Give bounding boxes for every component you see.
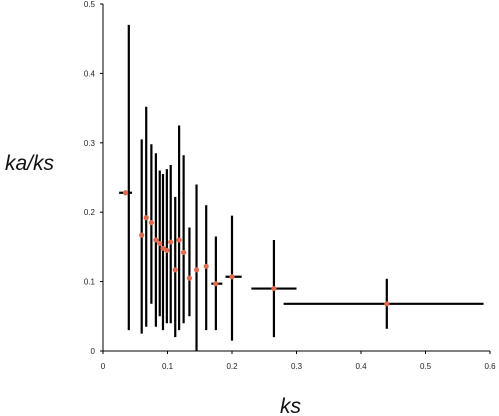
data-point xyxy=(186,275,193,281)
error-bars xyxy=(119,24,484,351)
data-point xyxy=(157,240,163,247)
axes xyxy=(102,4,490,352)
data-point xyxy=(153,237,159,243)
data-point xyxy=(193,267,200,273)
data-point xyxy=(384,301,390,307)
data-points xyxy=(122,190,390,307)
x-tick-label: 0.2 xyxy=(226,362,238,371)
x-tick-label: 0.4 xyxy=(355,362,367,371)
data-point xyxy=(143,215,149,221)
y-tick-label: 0 xyxy=(91,347,96,356)
x-tick-label: 0.5 xyxy=(420,362,432,371)
data-point xyxy=(181,249,187,256)
data-point xyxy=(172,267,178,273)
data-point xyxy=(164,247,170,253)
data-point xyxy=(139,232,145,238)
x-tick-label: 0.3 xyxy=(291,362,303,371)
data-point xyxy=(271,285,277,292)
y-tick-label: 0.1 xyxy=(84,278,96,287)
y-tick-label: 0.3 xyxy=(84,139,96,148)
data-point xyxy=(122,190,129,196)
data-point xyxy=(160,245,166,251)
x-axis-title: ks xyxy=(280,395,302,416)
data-point xyxy=(148,220,154,226)
y-tick-label: 0.5 xyxy=(84,0,96,9)
data-point xyxy=(176,237,182,243)
x-tick-label: 0.6 xyxy=(484,362,496,371)
y-tick-label: 0.4 xyxy=(84,69,96,78)
ticks: 0 0.1 0.2 0.3 0.4 0.5 0.6 0 0.1 0.2 0.3 0.4 0.5 xyxy=(84,0,496,371)
data-point xyxy=(203,263,209,269)
x-tick-label: 0.1 xyxy=(162,362,174,371)
data-point xyxy=(229,274,235,280)
y-tick-label: 0.2 xyxy=(84,208,96,217)
y-axis-title: ka/ks xyxy=(5,152,55,175)
data-point xyxy=(213,281,219,287)
x-tick-label: 0 xyxy=(101,362,106,371)
data-point xyxy=(168,239,174,245)
